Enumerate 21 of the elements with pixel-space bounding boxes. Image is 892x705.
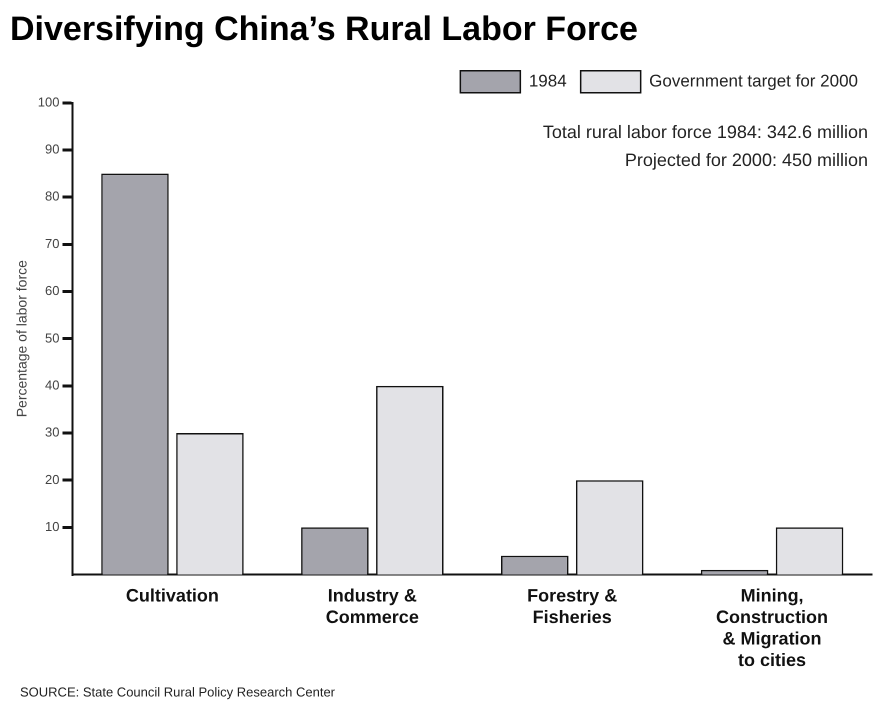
legend-label: Government target for 2000 — [649, 71, 858, 90]
legend-label: 1984 — [528, 71, 567, 90]
y-tick-label: 80 — [45, 188, 60, 204]
y-tick-label: 60 — [45, 283, 60, 298]
annotation: Total rural labor force 1984: 342.6 million — [542, 122, 868, 142]
x-tick-label: Forestry & Fisheries — [527, 585, 618, 627]
y-tick-label: 10 — [45, 519, 60, 534]
annotation: Projected for 2000: 450 million — [624, 150, 868, 170]
y-tick-label: 20 — [45, 472, 60, 487]
x-tick-label: Mining, Construction & Migration to cities — [716, 585, 828, 670]
chart-title: Diversifying China’s Rural Labor Force — [10, 10, 638, 48]
y-tick-label: 90 — [45, 142, 60, 157]
y-tick-label: 40 — [45, 377, 60, 392]
x-tick-label: Industry & Commerce — [326, 585, 419, 627]
y-axis-title: Percentage of labor force — [13, 260, 30, 418]
x-tick-label: Cultivation — [126, 585, 219, 606]
source-note: SOURCE: State Council Rural Policy Research Center — [20, 684, 336, 700]
y-tick-label: 100 — [38, 94, 60, 110]
y-tick-label: 50 — [45, 330, 60, 346]
y-tick-label: 30 — [45, 424, 60, 440]
y-tick-label: 70 — [45, 236, 60, 251]
